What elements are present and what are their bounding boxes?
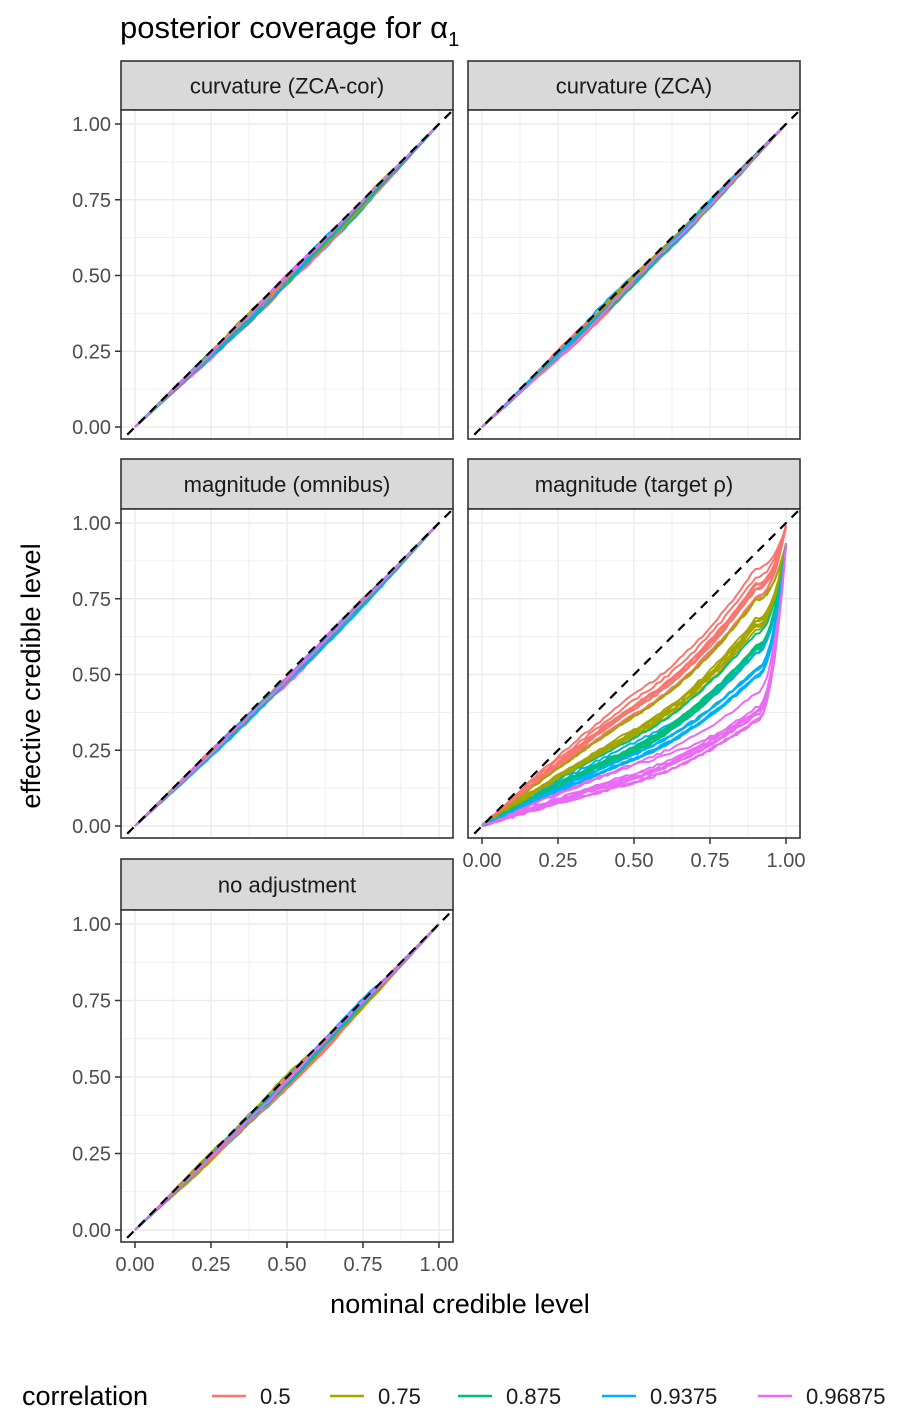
- panel-border: [120, 508, 454, 839]
- x-tick-label: 0.25: [192, 1254, 231, 1276]
- facet-strip-label: no adjustment: [218, 873, 356, 898]
- legend-label: 0.875: [506, 1384, 561, 1409]
- y-tick-label: 0.25: [72, 341, 111, 363]
- x-tick-label: 0.25: [539, 850, 578, 872]
- series-line-0-75: [481, 544, 787, 827]
- x-axis-label: nominal credible level: [330, 1289, 590, 1319]
- reference-diagonal: [121, 509, 453, 838]
- x-tick-label: 0.50: [615, 850, 654, 872]
- facet-strip: [467, 458, 801, 510]
- panel-border: [467, 109, 801, 440]
- x-tick-label: 0.50: [268, 1254, 307, 1276]
- y-tick-label: 0.50: [72, 266, 111, 288]
- x-tick-label: 0.75: [691, 850, 730, 872]
- chart-title-main: posterior coverage for α: [120, 10, 448, 45]
- legend-label: 0.5: [260, 1384, 291, 1409]
- legend-label: 0.96875: [806, 1384, 886, 1409]
- x-tick-label: 0.00: [463, 850, 502, 872]
- series-lines: [121, 509, 453, 838]
- series-lines: [468, 509, 800, 838]
- y-tick-label: 0.00: [72, 1220, 111, 1242]
- reference-diagonal: [121, 110, 453, 439]
- y-tick-label: 0.25: [72, 740, 111, 762]
- chart-title: posterior coverage for α1: [120, 10, 459, 51]
- series-line-0-96875: [134, 522, 440, 827]
- y-axis-label: effective credible level: [16, 543, 46, 808]
- series-line-0-75: [134, 923, 440, 1231]
- x-tick-label: 1.00: [767, 850, 806, 872]
- facet-strip: [120, 458, 454, 510]
- x-tick-label: 1.00: [420, 1254, 459, 1276]
- series-line-0-5: [481, 526, 787, 827]
- series-line-0-5: [481, 526, 787, 827]
- facet-panels: curvature (ZCA-cor)0.000.250.500.751.00c…: [72, 60, 806, 1276]
- series-line-0-875: [481, 544, 787, 827]
- facet-strip-label: magnitude (omnibus): [184, 472, 391, 497]
- series-line-0-96875: [481, 543, 787, 827]
- reference-diagonal: [468, 509, 800, 838]
- y-tick-label: 0.50: [72, 665, 111, 687]
- y-tick-label: 1.00: [72, 914, 111, 936]
- x-tick-label: 0.00: [116, 1254, 155, 1276]
- legend-title: correlation: [22, 1381, 148, 1411]
- facet-panel: curvature (ZCA): [467, 60, 801, 440]
- series-line-0-96875: [134, 923, 440, 1231]
- y-tick-label: 1.00: [72, 513, 111, 535]
- series-line-0-9375: [481, 544, 787, 827]
- legend-label: 0.75: [378, 1384, 421, 1409]
- facet-strip-label: curvature (ZCA): [556, 74, 712, 99]
- series-line-0-96875: [481, 123, 787, 428]
- facet-panel: magnitude (target ρ) 0.00 0.25 0.50 0.75 1.00: [463, 458, 806, 872]
- facet-strip: [120, 60, 454, 111]
- series-line-0-5: [481, 525, 787, 826]
- series-lines: [121, 110, 453, 439]
- facet-strip-label: magnitude (target ρ): [535, 472, 733, 497]
- x-tick-label: 0.75: [344, 1254, 383, 1276]
- series-lines: [468, 110, 800, 439]
- series-line-0-96875: [481, 544, 787, 827]
- y-tick-label: 0.00: [72, 417, 111, 439]
- series-line-0-75: [481, 543, 787, 827]
- facet-strip: [120, 858, 454, 911]
- y-tick-label: 0.00: [72, 816, 111, 838]
- facet-strip: [467, 60, 801, 111]
- y-tick-label: 0.50: [72, 1067, 111, 1089]
- y-tick-label: 0.25: [72, 1144, 111, 1166]
- series-line-0-96875: [481, 544, 787, 827]
- legend-label: 0.9375: [650, 1384, 717, 1409]
- panel-border: [120, 109, 454, 440]
- reference-diagonal: [468, 110, 800, 439]
- facet-panel: magnitude (omnibus) 0.00 0.25 0.50 0.75 1.00: [72, 458, 454, 839]
- y-tick-label: 0.75: [72, 190, 111, 212]
- facet-panel: no adjustment 0.00 0.25 0.50 0.75 1.00 0.00 0.2…: [72, 858, 459, 1276]
- legend: correlation 0.5 0.75 0.875 0.9375 0.96875: [22, 1381, 886, 1411]
- y-tick-label: 0.75: [72, 991, 111, 1013]
- reference-diagonal: [121, 910, 453, 1242]
- y-tick-label: 0.75: [72, 589, 111, 611]
- facet-panel: curvature (ZCA-cor) 0.00 0.25 0.50 0.75 1.00: [72, 60, 454, 440]
- series-lines: [121, 910, 453, 1242]
- y-tick-label: 1.00: [72, 114, 111, 136]
- facet-strip-label: curvature (ZCA-cor): [190, 74, 384, 99]
- chart-title-subscript: 1: [448, 29, 459, 51]
